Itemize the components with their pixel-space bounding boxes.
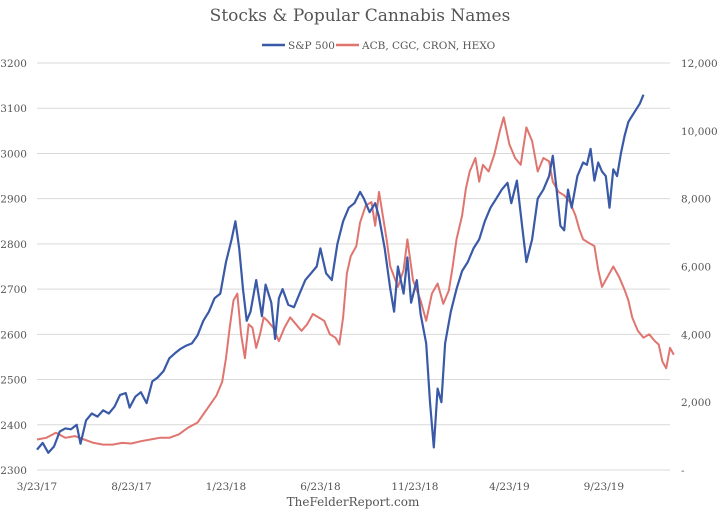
y-left-tick-label: 2900 xyxy=(0,194,27,206)
y-right-tick-label: 12,000 xyxy=(681,58,718,70)
y-right-tick-label: 2,000 xyxy=(681,397,711,409)
legend-label-sp500: S&P 500 xyxy=(288,40,335,52)
x-tick-label: 6/23/18 xyxy=(300,481,340,493)
footer-source: TheFelderReport.com xyxy=(287,495,420,509)
x-tick-label: 3/23/17 xyxy=(17,481,57,493)
y-right-tick-label: 8,000 xyxy=(681,194,711,206)
y-left-tick-label: 3200 xyxy=(0,58,27,70)
series-line-sp500 xyxy=(36,94,645,454)
x-tick-label: 9/23/19 xyxy=(584,481,624,493)
x-tick-label: 4/23/19 xyxy=(489,481,529,493)
gridlines xyxy=(37,62,670,471)
y-right-tick-label: 10,000 xyxy=(681,126,718,138)
y-right-tick-label: - xyxy=(681,465,685,477)
y-left-tick-label: 2700 xyxy=(0,284,27,296)
x-tick-label: 8/23/17 xyxy=(111,481,151,493)
legend-label-cannabis: ACB, CGC, CRON, HEXO xyxy=(361,40,496,52)
legend: S&P 500 ACB, CGC, CRON, HEXO xyxy=(262,40,496,52)
left-axis: 2300 2400 2500 2600 2700 2800 2900 3000 3100 3200 xyxy=(0,58,27,477)
y-left-tick-label: 2300 xyxy=(0,465,27,477)
y-left-tick-label: 2800 xyxy=(0,239,27,251)
x-tick-label: 1/23/18 xyxy=(206,481,246,493)
right-axis: - 2,000 4,000 6,000 8,000 10,000 12,000 xyxy=(681,58,718,477)
y-left-tick-label: 3100 xyxy=(0,103,27,115)
chart-title: Stocks & Popular Cannabis Names xyxy=(210,6,511,26)
x-axis: 3/23/17 8/23/17 1/23/18 6/23/18 11/23/18 4/23… xyxy=(17,481,624,493)
y-left-tick-label: 2400 xyxy=(0,420,27,432)
y-left-tick-label: 3000 xyxy=(0,148,27,160)
series-line-cannabis xyxy=(36,116,675,446)
y-left-tick-label: 2600 xyxy=(0,329,27,341)
series-layer xyxy=(36,94,675,454)
y-right-tick-label: 6,000 xyxy=(681,262,711,274)
y-right-tick-label: 4,000 xyxy=(681,329,711,341)
y-left-tick-label: 2500 xyxy=(0,375,27,387)
x-tick-label: 11/23/18 xyxy=(391,481,438,493)
